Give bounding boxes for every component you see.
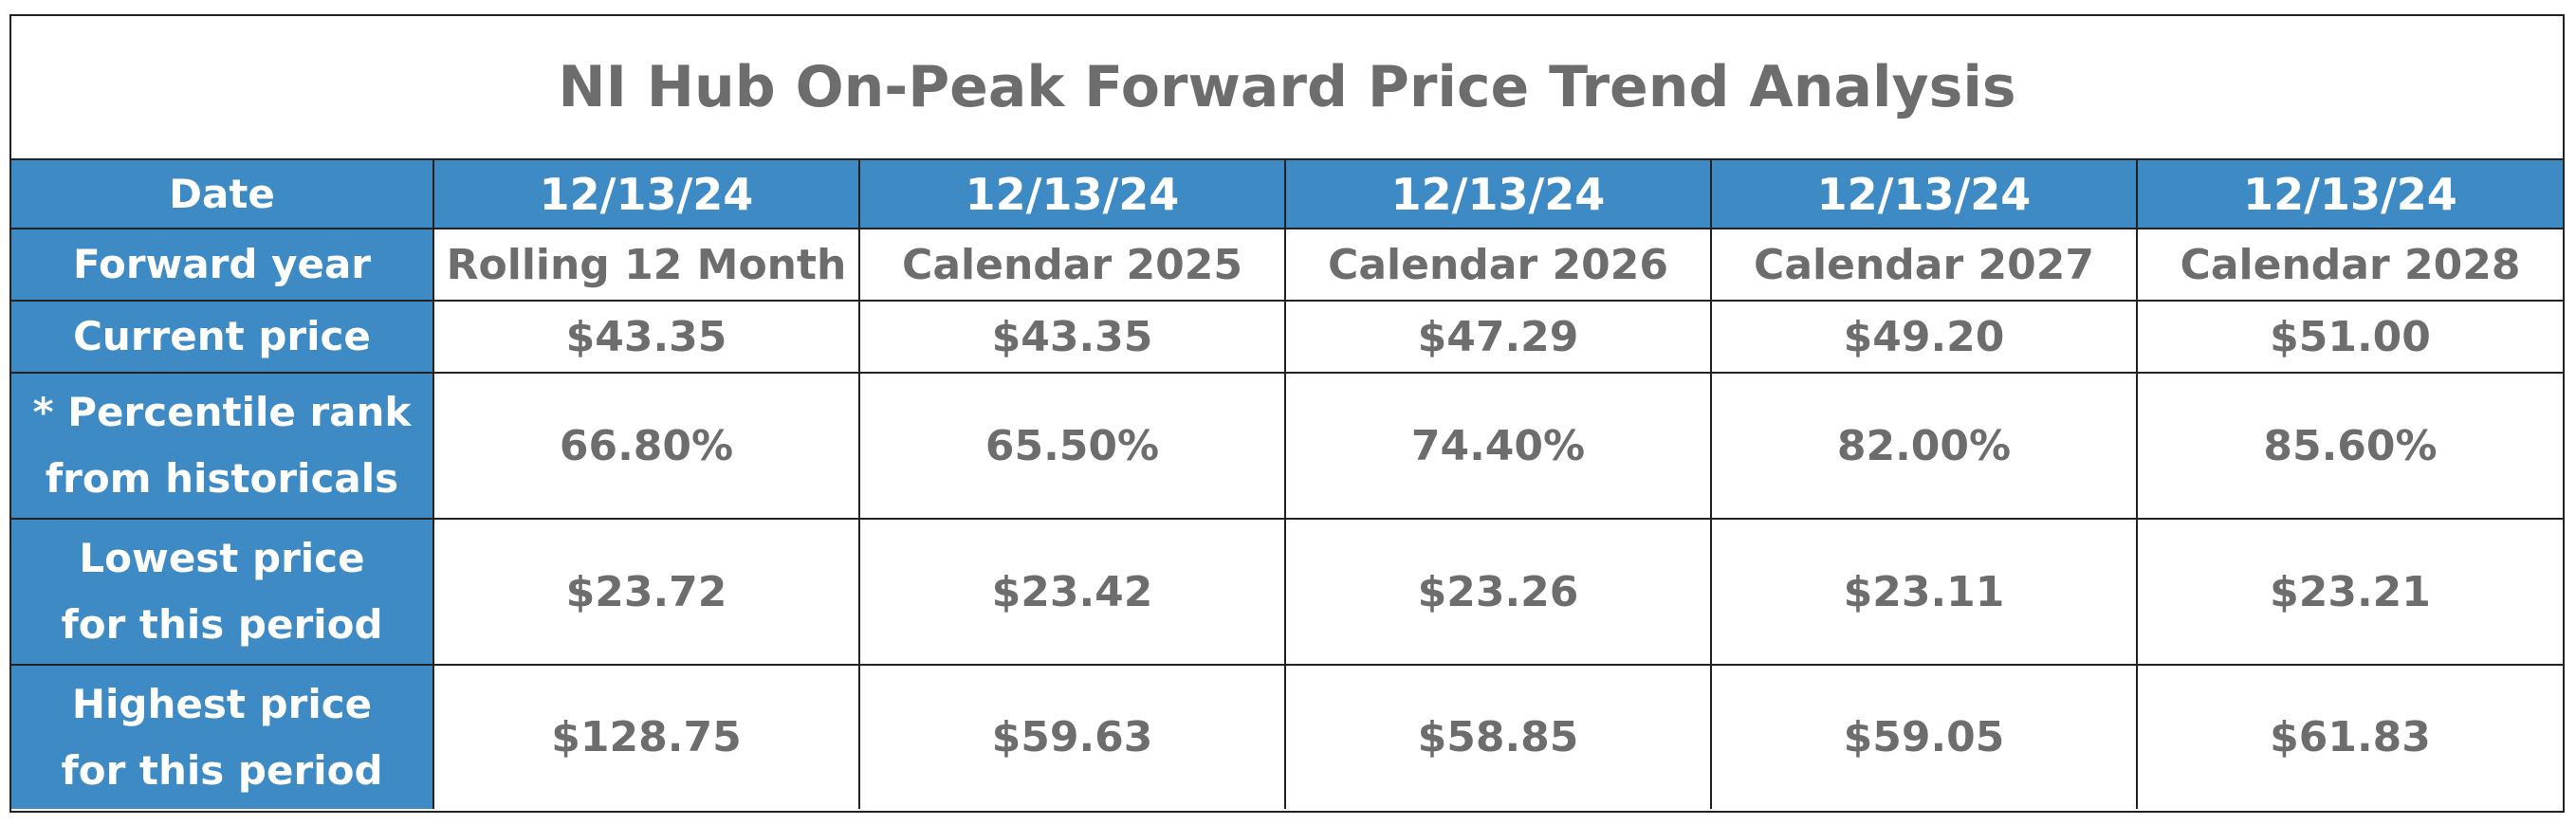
date-row: Date 12/13/24 12/13/24 12/13/24 12/13/24… xyxy=(11,160,2563,229)
row-label-forward-year: Forward year xyxy=(11,228,434,302)
lowest-price-cell: $23.21 xyxy=(2136,518,2563,666)
current-price-cell: $47.29 xyxy=(1284,300,1712,374)
date-cell: 12/13/24 xyxy=(1284,160,1712,229)
percentile-rank-cell: 66.80% xyxy=(432,372,860,520)
current-price-cell: $51.00 xyxy=(2136,300,2563,374)
table-title: NI Hub On-Peak Forward Price Trend Analy… xyxy=(11,16,2563,160)
row-label-percentile-rank: * Percentile rank from historicals xyxy=(11,372,434,520)
date-cell: 12/13/24 xyxy=(2136,160,2563,229)
percentile-rank-cell: 74.40% xyxy=(1284,372,1712,520)
percentile-rank-cell: 85.60% xyxy=(2136,372,2563,520)
row-label-date: Date xyxy=(11,160,434,229)
highest-price-cell: $128.75 xyxy=(432,664,860,809)
forward-year-cell: Rolling 12 Month xyxy=(432,228,860,302)
forward-year-cell: Calendar 2027 xyxy=(1710,228,2138,302)
row-label-line: for this period xyxy=(61,601,383,648)
row-label-line: for this period xyxy=(61,746,383,794)
percentile-rank-cell: 82.00% xyxy=(1710,372,2138,520)
date-cell: 12/13/24 xyxy=(432,160,860,229)
forward-year-cell: Calendar 2025 xyxy=(858,228,1286,302)
highest-price-cell: $61.83 xyxy=(2136,664,2563,809)
row-label-current-price: Current price xyxy=(11,300,434,374)
percentile-rank-cell: 65.50% xyxy=(858,372,1286,520)
price-trend-table: Date 12/13/24 12/13/24 12/13/24 12/13/24… xyxy=(11,160,2563,809)
row-label-line: Lowest price xyxy=(79,535,365,581)
row-label-lowest-price: Lowest price for this period xyxy=(11,518,434,666)
lowest-price-cell: $23.26 xyxy=(1284,518,1712,666)
highest-price-cell: $58.85 xyxy=(1284,664,1712,809)
percentile-rank-row: * Percentile rank from historicals 66.80… xyxy=(11,372,2563,520)
forward-year-cell: Calendar 2028 xyxy=(2136,228,2563,302)
lowest-price-row: Lowest price for this period $23.72 $23.… xyxy=(11,518,2563,666)
forward-year-row: Forward year Rolling 12 Month Calendar 2… xyxy=(11,228,2563,302)
current-price-cell: $43.35 xyxy=(858,300,1286,374)
current-price-cell: $43.35 xyxy=(432,300,860,374)
row-label-line: * Percentile rank xyxy=(32,389,412,435)
price-trend-table-frame: NI Hub On-Peak Forward Price Trend Analy… xyxy=(9,14,2565,813)
lowest-price-cell: $23.42 xyxy=(858,518,1286,666)
row-label-line: Highest price xyxy=(71,680,373,727)
date-cell: 12/13/24 xyxy=(1710,160,2138,229)
highest-price-cell: $59.05 xyxy=(1710,664,2138,809)
lowest-price-cell: $23.72 xyxy=(432,518,860,666)
forward-year-cell: Calendar 2026 xyxy=(1284,228,1712,302)
highest-price-row: Highest price for this period $128.75 $5… xyxy=(11,664,2563,809)
row-label-line: from historicals xyxy=(45,455,399,502)
current-price-cell: $49.20 xyxy=(1710,300,2138,374)
row-label-highest-price: Highest price for this period xyxy=(11,664,434,809)
current-price-row: Current price $43.35 $43.35 $47.29 $49.2… xyxy=(11,300,2563,374)
lowest-price-cell: $23.11 xyxy=(1710,518,2138,666)
highest-price-cell: $59.63 xyxy=(858,664,1286,809)
date-cell: 12/13/24 xyxy=(858,160,1286,229)
